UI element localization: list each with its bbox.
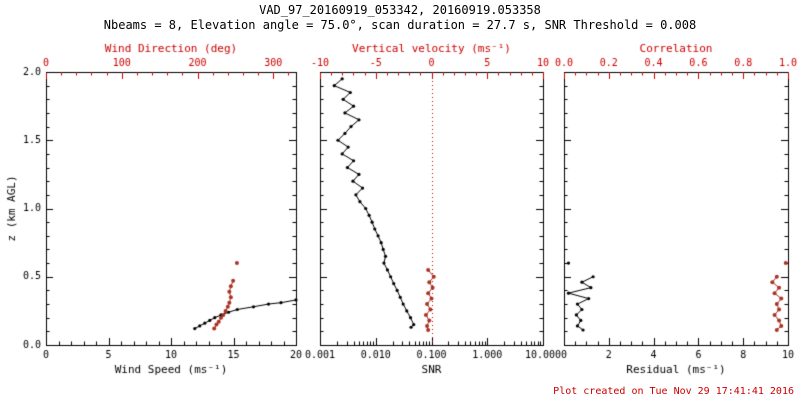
plot-created-timestamp: Plot created on Tue Nov 29 17:41:41 2016 [553, 386, 794, 397]
chart-title: VAD_97_20160919_053342, 20160919.053358 [259, 3, 541, 17]
chart-subtitle: Nbeams = 8, Elevation angle = 75.0°, sca… [103, 18, 697, 32]
